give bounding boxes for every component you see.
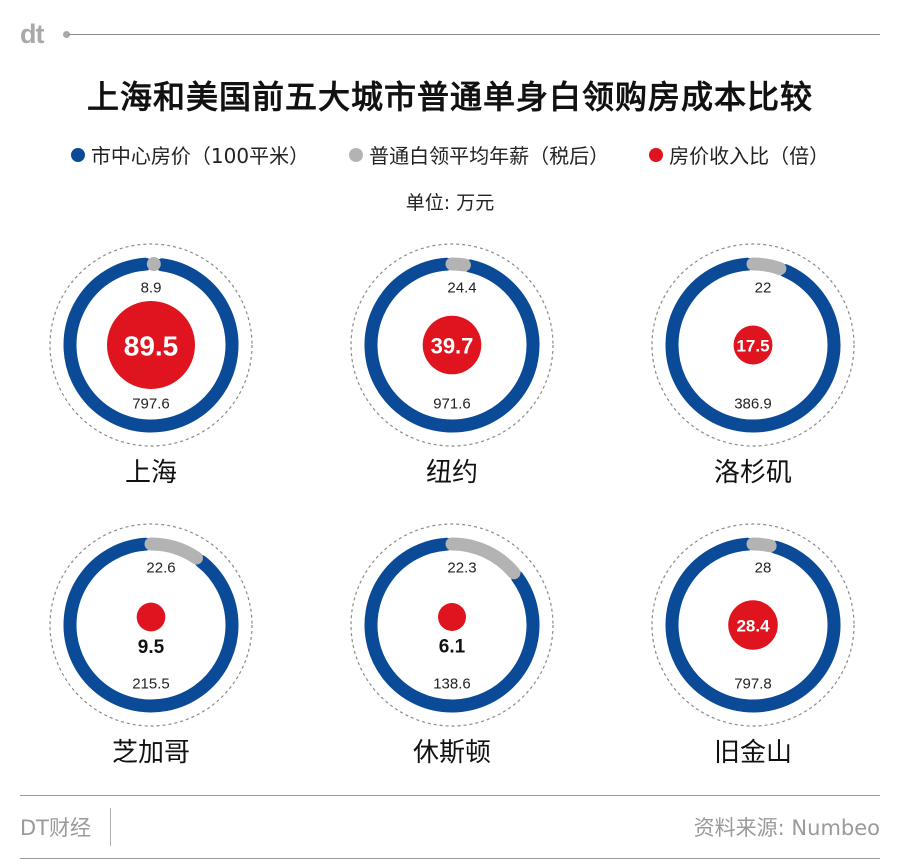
price-label: 386.9 [734, 396, 772, 413]
legend-dot-salary [349, 147, 364, 162]
footer-separator [110, 808, 111, 846]
city-label: 纽约 [425, 458, 478, 488]
city-label: 洛杉矶 [713, 458, 792, 488]
dashed-outer-ring [350, 243, 554, 447]
legend-dot-price [70, 147, 85, 162]
ratio-circle [438, 603, 466, 631]
legend-item-salary: 普通白领平均年薪（税后） [349, 140, 609, 169]
footer-divider-top [20, 795, 880, 796]
ratio-circle [733, 325, 773, 365]
dashed-outer-ring [49, 243, 253, 447]
dashed-outer-ring [350, 523, 554, 727]
top-divider [68, 34, 880, 35]
salary-label: 22 [755, 280, 772, 297]
ratio-label: 17.5 [736, 337, 769, 356]
ratio-label: 28.4 [736, 617, 770, 636]
price-label: 971.6 [433, 396, 471, 413]
price-label: 138.6 [433, 676, 471, 693]
legend-label-ratio: 房价收入比（倍） [669, 144, 830, 168]
dashed-outer-ring [49, 523, 253, 727]
city-label: 旧金山 [713, 738, 792, 768]
legend: 市中心房价（100平米） 普通白领平均年薪（税后） 房价收入比（倍） [0, 140, 900, 169]
legend-label-price: 市中心房价（100平米） [90, 144, 310, 168]
ratio-label: 39.7 [431, 334, 474, 359]
city-label: 上海 [124, 458, 177, 488]
ratio-label: 6.1 [439, 637, 466, 658]
price-arc [364, 257, 540, 433]
salary-label: 22.6 [146, 560, 175, 577]
salary-label: 24.4 [447, 280, 476, 297]
logo-dot [63, 31, 70, 38]
dashed-outer-ring [651, 243, 855, 447]
footer-divider-bottom [20, 858, 880, 859]
salary-arc [746, 537, 777, 553]
price-arc [63, 537, 239, 713]
salary-arc [445, 257, 471, 272]
city-label: 芝加哥 [111, 738, 190, 768]
ratio-label: 89.5 [124, 331, 179, 362]
price-arc [665, 257, 841, 433]
legend-dot-ratio [649, 147, 664, 162]
ratio-circle [422, 315, 482, 375]
ratio-circle [136, 602, 166, 632]
price-label: 797.8 [734, 676, 772, 693]
price-arc [364, 537, 540, 713]
dt-logo: dt [20, 19, 45, 49]
ratio-label: 9.5 [138, 637, 165, 658]
top-bar: dt [20, 18, 880, 52]
salary-label: 22.3 [447, 560, 476, 577]
price-arc [63, 257, 239, 433]
page-title: 上海和美国前五大城市普通单身白领购房成本比较 [86, 78, 813, 116]
salary-arc [144, 537, 203, 565]
footer-brand: DT财经 [20, 816, 91, 840]
ratio-circle [728, 600, 778, 650]
legend-label-salary: 普通白领平均年薪（税后） [369, 144, 610, 168]
legend-item-price: 市中心房价（100平米） [70, 140, 310, 169]
price-label: 797.6 [132, 396, 170, 413]
dashed-outer-ring [651, 523, 855, 727]
salary-arc [146, 257, 161, 272]
price-label: 215.5 [132, 676, 170, 693]
salary-label: 28 [755, 560, 772, 577]
salary-arc [746, 257, 787, 276]
city-label: 休斯顿 [412, 738, 491, 768]
ratio-circle [107, 301, 195, 389]
footer-source: 资料来源: Numbeo [693, 816, 880, 840]
price-arc [665, 537, 841, 713]
legend-item-ratio: 房价收入比（倍） [649, 140, 829, 169]
salary-arc [445, 537, 521, 580]
salary-label: 8.9 [141, 280, 162, 297]
unit-label: 单位: 万元 [405, 192, 495, 214]
